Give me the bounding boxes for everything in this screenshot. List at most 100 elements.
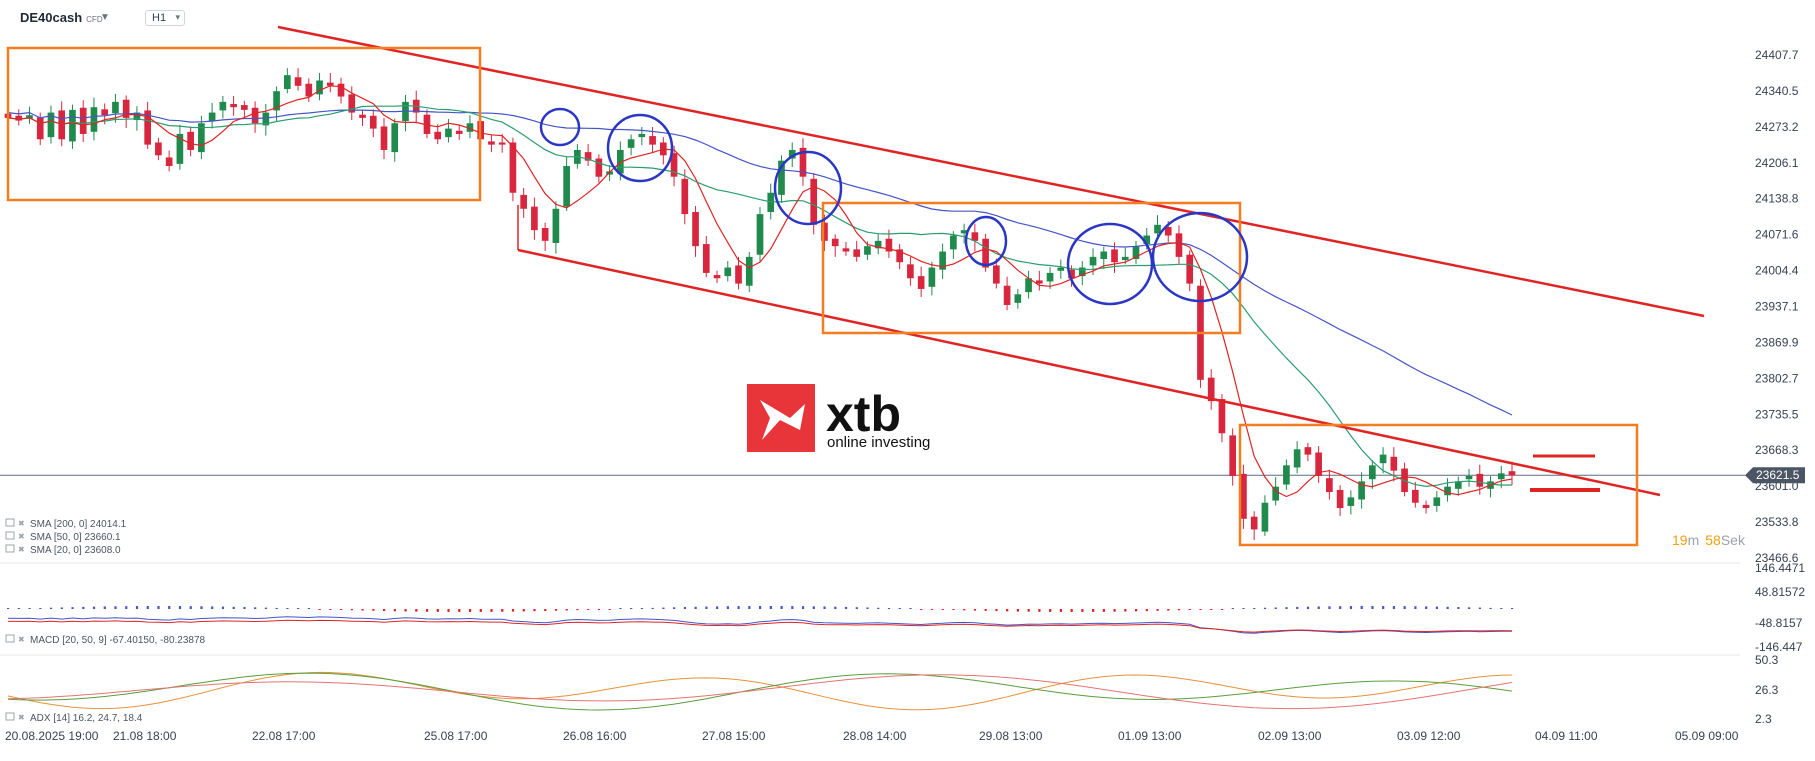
macd-histogram-bar bbox=[651, 607, 654, 609]
macd-histogram-bar bbox=[1511, 608, 1514, 609]
rejection-circle bbox=[539, 107, 581, 147]
candle-body bbox=[950, 235, 957, 250]
macd-histogram-bar bbox=[1156, 609, 1159, 611]
legend-icon bbox=[5, 544, 15, 553]
candle-body bbox=[1175, 233, 1183, 257]
price-tick-label: 23533.8 bbox=[1755, 515, 1799, 529]
candle-body bbox=[208, 112, 216, 122]
price-tick-label: 23668.3 bbox=[1755, 443, 1799, 457]
macd-histogram-bar bbox=[1328, 606, 1331, 609]
macd-histogram-bar bbox=[275, 607, 278, 609]
legend-icon bbox=[5, 531, 15, 540]
macd-histogram-bar bbox=[1425, 606, 1428, 609]
macd-histogram-bar bbox=[17, 608, 20, 609]
xtb-tagline: online investing bbox=[827, 434, 930, 451]
macd-histogram-bar bbox=[694, 606, 697, 609]
candle-body bbox=[1057, 267, 1065, 271]
macd-histogram-bar bbox=[307, 608, 310, 609]
price-tick-label: 24138.8 bbox=[1755, 192, 1799, 206]
candle-body bbox=[1347, 497, 1355, 506]
macd-histogram-bar bbox=[995, 609, 998, 612]
legend-sma20: SMA [20, 0] 23608.0 bbox=[30, 545, 121, 556]
time-axis-label: 20.08.2025 19:00 bbox=[5, 729, 99, 743]
macd-histogram-bar bbox=[1092, 609, 1095, 612]
candle-body bbox=[907, 264, 914, 279]
candle-body bbox=[778, 160, 785, 195]
macd-histogram-bar bbox=[254, 607, 257, 609]
candle-body bbox=[1068, 269, 1075, 279]
candle-body bbox=[187, 131, 194, 150]
adx-line bbox=[7, 674, 1513, 710]
price-tick-label: 24273.2 bbox=[1755, 120, 1799, 134]
timeframe-select[interactable]: H1 ▾ bbox=[145, 10, 186, 26]
macd-histogram-bar bbox=[834, 606, 837, 609]
candle-body bbox=[273, 91, 280, 111]
candle-body bbox=[380, 126, 388, 150]
macd-histogram-bar bbox=[1296, 606, 1299, 609]
candle-body bbox=[348, 94, 356, 113]
macd-histogram-bar bbox=[1038, 609, 1041, 612]
last-price-value: 23621.5 bbox=[1756, 468, 1800, 482]
candle-body bbox=[369, 115, 377, 129]
candle-body bbox=[144, 110, 151, 145]
macd-histogram-bar bbox=[683, 607, 686, 609]
candle-body bbox=[810, 178, 818, 225]
macd-histogram-bar bbox=[1253, 608, 1256, 609]
xtb-logo-x-icon bbox=[760, 400, 805, 440]
macd-histogram-bar bbox=[619, 608, 622, 609]
candle-body bbox=[1111, 249, 1118, 263]
countdown-timer: 19m 58Sek bbox=[1672, 532, 1746, 548]
symbol-dropdown-icon[interactable]: ▼ bbox=[100, 12, 110, 23]
candle-body bbox=[36, 117, 44, 140]
candle-body bbox=[595, 158, 603, 177]
macd-histogram-bar bbox=[458, 609, 461, 612]
legend-close-icon: ✖ bbox=[18, 532, 25, 541]
rejection-circle bbox=[1066, 222, 1154, 306]
consolidation-box bbox=[1238, 423, 1639, 547]
macd-histogram-bar bbox=[1081, 609, 1084, 612]
candle-body bbox=[1304, 447, 1312, 455]
macd-histogram-bar bbox=[533, 609, 536, 612]
macd-histogram-bar bbox=[759, 606, 762, 609]
candle-body bbox=[799, 147, 807, 177]
sma200-line bbox=[7, 109, 1513, 416]
macd-histogram-bar bbox=[1285, 607, 1288, 609]
candle-body bbox=[842, 248, 850, 252]
candle-body bbox=[1293, 449, 1301, 468]
candle-body bbox=[165, 157, 173, 167]
candle-body bbox=[251, 107, 259, 124]
macd-histogram-bar bbox=[189, 606, 192, 609]
candle-body bbox=[1186, 254, 1194, 284]
candle-body bbox=[1089, 256, 1097, 266]
candle-body bbox=[1358, 481, 1365, 500]
candle-body bbox=[466, 123, 474, 132]
macd-histogram-bar bbox=[1263, 607, 1267, 609]
candle-body bbox=[69, 109, 76, 142]
time-axis-label: 25.08 17:00 bbox=[424, 729, 488, 743]
macd-histogram-bar bbox=[963, 609, 966, 611]
macd-histogram-bar bbox=[157, 606, 160, 609]
macd-histogram-bar bbox=[941, 609, 944, 610]
candle-body bbox=[1014, 294, 1022, 303]
symbol-label[interactable]: DE40cash CFD bbox=[20, 10, 103, 25]
countdown-minutes: 19 bbox=[1672, 532, 1688, 548]
candle-body bbox=[520, 194, 527, 209]
legend-close-icon: ✖ bbox=[18, 635, 25, 644]
macd-histogram-bar bbox=[71, 607, 74, 609]
price-tick-label: 23802.7 bbox=[1755, 371, 1799, 385]
candle-body bbox=[531, 206, 538, 231]
candle-body bbox=[112, 101, 119, 114]
time-axis-label: 04.09 11:00 bbox=[1535, 729, 1598, 743]
candle-body bbox=[756, 214, 764, 255]
macd-histogram-bar bbox=[393, 609, 396, 612]
macd-histogram-bar bbox=[673, 607, 676, 609]
macd-histogram-bar bbox=[1049, 609, 1052, 612]
candle-body bbox=[133, 112, 141, 121]
macd-histogram-bar bbox=[769, 606, 772, 609]
candle-body bbox=[434, 131, 442, 140]
time-axis-label: 01.09 13:00 bbox=[1118, 729, 1182, 743]
macd-histogram-bar bbox=[1210, 609, 1213, 610]
macd-histogram-bar bbox=[243, 607, 246, 609]
candle-body bbox=[1046, 272, 1054, 282]
